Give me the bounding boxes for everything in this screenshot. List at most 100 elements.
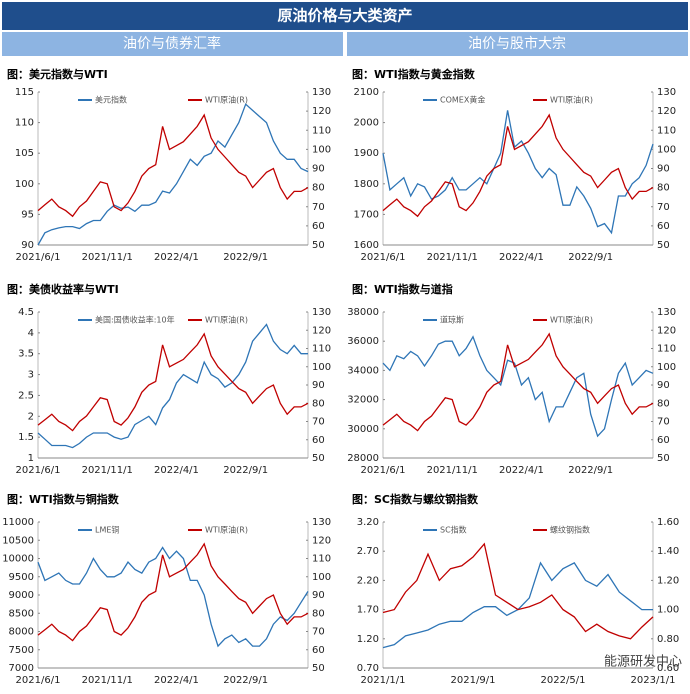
series-line: [37, 103, 309, 246]
series-line: [37, 546, 309, 648]
y2-tick-label: 80: [312, 398, 325, 409]
legend-label: WTI原油(R): [205, 315, 248, 325]
x-tick-label: 2022/9/1: [223, 465, 268, 476]
y-tick-label: 38000: [347, 307, 379, 318]
y2-tick-label: 110: [312, 125, 331, 136]
y2-tick-label: 50: [312, 453, 325, 464]
y2-tick-label: 50: [657, 240, 670, 251]
y-tick-label: 2000: [354, 118, 379, 129]
x-tick-label: 2022/4/1: [154, 675, 199, 686]
y2-tick-label: 60: [312, 221, 325, 232]
x-tick-label: 2022/4/1: [154, 252, 199, 263]
y-tick-label: 1600: [354, 240, 379, 251]
y2-tick-label: 120: [657, 106, 676, 117]
chart-title: 图：美债收益率与WTI: [7, 282, 119, 296]
y2-tick-label: 1.60: [657, 517, 679, 528]
x-tick-label: 2021/6/1: [361, 465, 406, 476]
y-tick-label: 1800: [354, 179, 379, 190]
y2-tick-label: 50: [312, 240, 325, 251]
y-tick-label: 0.70: [357, 663, 379, 674]
series-line: [382, 110, 654, 235]
y2-tick-label: 100: [657, 362, 676, 373]
y2-tick-label: 70: [312, 202, 325, 213]
x-tick-label: 2021/11/1: [427, 252, 478, 263]
y2-tick-label: 120: [312, 325, 331, 336]
y2-tick-label: 130: [657, 87, 676, 98]
y-tick-label: 90: [21, 240, 34, 251]
series-line: [37, 542, 309, 642]
y2-tick-label: 1.00: [657, 605, 679, 616]
y-tick-label: 11000: [2, 517, 34, 528]
legend-label: 道琼斯: [440, 315, 464, 325]
y-tick-label: 28000: [347, 453, 379, 464]
x-tick-label: 2021/1/1: [361, 675, 406, 686]
y-tick-label: 1700: [354, 209, 379, 220]
series-line: [382, 332, 654, 432]
y2-tick-label: 0.80: [657, 634, 679, 645]
y-tick-label: 10000: [2, 554, 34, 565]
x-tick-label: 2022/5/1: [541, 675, 586, 686]
legend-label: SC指数: [440, 525, 467, 535]
watermark: 能源研发中心: [604, 654, 682, 670]
y2-tick-label: 130: [312, 307, 331, 318]
x-tick-label: 2021/9/1: [451, 675, 496, 686]
series-line: [382, 542, 654, 640]
y2-tick-label: 70: [657, 417, 670, 428]
y2-tick-label: 110: [657, 344, 676, 355]
x-tick-label: 2021/11/1: [82, 465, 133, 476]
tab-bar: [2, 32, 343, 56]
y-tick-label: 7500: [9, 645, 34, 656]
series-line: [382, 561, 653, 649]
header-title: 原油价格与大类资产: [277, 7, 412, 25]
series-line: [37, 332, 309, 432]
y-tick-label: 2.5: [18, 390, 34, 401]
y-tick-label: 8000: [9, 627, 34, 638]
y2-tick-label: 60: [312, 435, 325, 446]
x-tick-label: 2023/1/1: [631, 675, 676, 686]
y2-tick-label: 80: [657, 183, 670, 194]
legend-label: 美国:国债收益率:10年: [95, 315, 175, 325]
y2-tick-label: 90: [312, 380, 325, 391]
y-tick-label: 1: [28, 453, 34, 464]
y-tick-label: 2: [28, 411, 34, 422]
legend-label: WTI原油(R): [550, 95, 593, 105]
y2-tick-label: 70: [312, 417, 325, 428]
header-bar: [2, 2, 688, 30]
x-tick-label: 2022/4/1: [499, 252, 544, 263]
legend-label: COMEX黄金: [440, 95, 485, 105]
y2-tick-label: 80: [312, 183, 325, 194]
y2-tick-label: 110: [657, 125, 676, 136]
y2-tick-label: 110: [312, 344, 331, 355]
y-tick-label: 2.20: [357, 575, 379, 586]
x-tick-label: 2021/11/1: [82, 675, 133, 686]
legend-label: 美元指数: [95, 95, 127, 105]
series-line: [382, 335, 654, 438]
y-tick-label: 32000: [347, 395, 379, 406]
x-tick-label: 2021/6/1: [16, 252, 61, 263]
x-tick-label: 2022/9/1: [223, 252, 268, 263]
chart-title: 图：WTI指数与黄金指数: [352, 67, 476, 81]
y2-tick-label: 80: [657, 398, 670, 409]
y-tick-label: 4.5: [18, 307, 34, 318]
y2-tick-label: 70: [312, 627, 325, 638]
legend-label: WTI原油(R): [550, 315, 593, 325]
x-tick-label: 2022/4/1: [499, 465, 544, 476]
y2-tick-label: 110: [312, 554, 331, 565]
y-tick-label: 30000: [347, 424, 379, 435]
tab-bar: [347, 32, 688, 56]
legend-label: WTI原油(R): [205, 95, 248, 105]
y-tick-label: 7000: [9, 663, 34, 674]
tab-label: 油价与股市大宗: [468, 35, 566, 52]
y2-tick-label: 50: [312, 663, 325, 674]
y-tick-label: 9000: [9, 590, 34, 601]
x-tick-label: 2021/11/1: [427, 465, 478, 476]
y-tick-label: 1900: [354, 148, 379, 159]
chart-title: 图：WTI指数与铜指数: [7, 492, 120, 506]
legend-label: LME铜: [95, 525, 119, 535]
x-tick-label: 2022/4/1: [154, 465, 199, 476]
y2-tick-label: 120: [312, 106, 331, 117]
y2-tick-label: 70: [657, 202, 670, 213]
x-tick-label: 2021/11/1: [82, 252, 133, 263]
y2-tick-label: 50: [657, 453, 670, 464]
